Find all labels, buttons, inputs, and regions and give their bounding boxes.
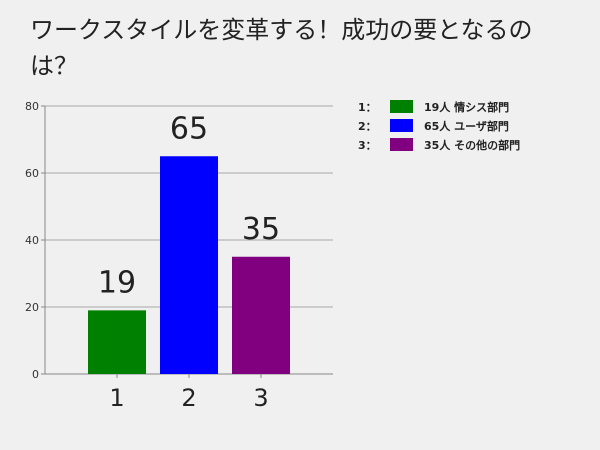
y-tick-label: 80 [25,100,39,113]
legend-label: 19人 情シス部門 [424,100,510,114]
y-tick-label: 60 [25,167,39,180]
data-label: 19 [98,265,136,300]
x-tick-label: 2 [181,384,196,412]
legend-swatch [390,138,413,151]
y-tick-label: 20 [25,301,39,314]
legend-swatch [390,119,413,132]
data-label: 65 [170,111,208,146]
bar [88,310,146,374]
legend-label: 35人 その他の部門 [424,138,521,152]
legend-item: 1： 19人 情シス部門 [358,97,520,116]
legend-item: 3： 35人 その他の部門 [358,135,520,154]
chart-legend: 1： 19人 情シス部門 2： 65人 ユーザ部門 3： 35人 その他の部門 [358,97,520,154]
chart-labels: 0 20 40 60 80 19 1 65 2 35 3 [25,100,280,412]
legend-label: 65人 ユーザ部門 [424,119,509,133]
y-tick-label: 40 [25,234,39,247]
legend-item: 2： 65人 ユーザ部門 [358,116,520,135]
x-tick-label: 3 [253,384,268,412]
bar [160,156,218,374]
page-title: ワークスタイルを変革する！成功の要となるのは？ [30,16,533,80]
bar [232,256,290,374]
y-tick-label: 0 [32,368,39,381]
legend-index: 1： [358,100,377,114]
x-tick-label: 1 [109,384,124,412]
chart-bars [88,156,290,374]
legend-index: 2： [358,119,377,133]
data-label: 35 [242,212,280,247]
legend-swatch [390,100,413,113]
legend-index: 3： [358,138,377,152]
